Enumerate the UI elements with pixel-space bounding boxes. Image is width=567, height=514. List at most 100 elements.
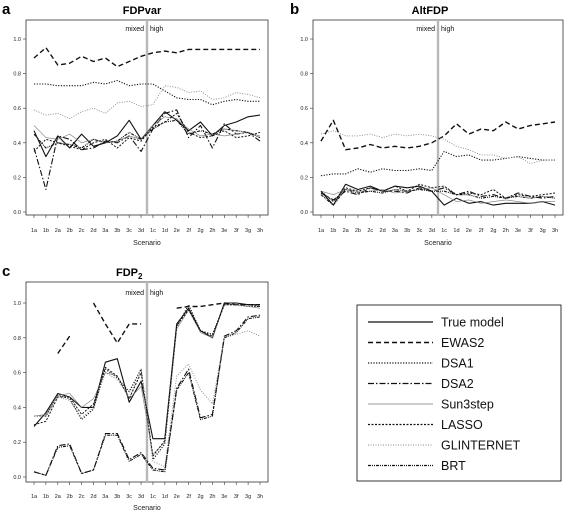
panel-c-y-tick-label: 0.2: [13, 440, 21, 446]
panel-a-x-tick-label-2d: 2d: [90, 228, 96, 234]
panel-b-x-tick-label-1a: 1a: [318, 228, 325, 234]
panel-c-x-tick-label-3f: 3f: [234, 494, 239, 500]
panel-c-x-tick-label-2d: 2d: [90, 494, 96, 500]
panel-c-y-tick-label: 0.4: [13, 405, 21, 411]
panel-letter-c: c: [2, 263, 10, 280]
panel-c-y-tick-label: 0.0: [13, 475, 21, 481]
panel-b-x-tick-label-3f: 3f: [528, 228, 533, 234]
panel-c-title-main: FDP: [116, 267, 138, 279]
panel-c-x-tick-label-2e: 2e: [174, 494, 180, 500]
panel-letter-b: b: [290, 1, 299, 18]
panel-c-x-tick-label-2c: 2c: [79, 494, 85, 500]
panel-a-x-tick-label-3b: 3b: [114, 228, 120, 234]
panel-b-series-true-model: [320, 183, 556, 206]
panel-a-x-tick-label-1b: 1b: [43, 228, 49, 234]
panel-b-series-ewas2: [320, 119, 556, 151]
panel-a-x-tick-label-2a: 2a: [55, 228, 62, 234]
panel-c-high-label: high: [150, 290, 163, 297]
panel-c-x-tick-label-1c: 1c: [150, 494, 156, 500]
panel-b-y-tick-label: 0.8: [300, 72, 308, 78]
panel-c-x-tick-label-3h: 3h: [257, 494, 263, 500]
panel-b-x-axis-label: Scenario: [424, 240, 452, 247]
panel-a-fdpvar: a FDPvar 0.0 0.2 0.4 0.6 0.8 1.0 1a 1b 2a 2b 2c 2d…: [2, 1, 269, 247]
panel-b-x-tick-label-1c: 1c: [441, 228, 447, 234]
panel-a-x-tick-label-3g: 3g: [245, 228, 251, 234]
panel-c-x-tick-label-2b: 2b: [67, 494, 73, 500]
panel-a-y-tick-label: 0.4: [13, 141, 21, 147]
legend-label-brt: BRT: [441, 459, 466, 473]
legend-label-true-model: True model: [441, 316, 504, 330]
panel-b-y-axis: 0.0 0.2 0.4 0.6 0.8 1.0: [300, 37, 313, 216]
panel-b-y-tick-label: 1.0: [300, 37, 308, 43]
panel-a-series-sun3step: [33, 116, 261, 144]
panel-c-x-tick-label-1a: 1a: [31, 494, 38, 500]
panel-b-series-dsa1: [320, 150, 555, 177]
panel-a-x-tick-label-2c: 2c: [79, 228, 85, 234]
panel-a-series: [33, 47, 261, 191]
panel-b-x-tick-label-2f: 2f: [479, 228, 484, 234]
panel-b-x-tick-label-2c: 2c: [367, 228, 373, 234]
panel-a-x-tick-label-3c: 3c: [126, 228, 132, 234]
panel-b-title: AltFDP: [412, 5, 449, 17]
panel-c-series-ewas2: [57, 302, 260, 354]
panel-a-x-axis: 1a 1b 2a 2b 2c 2d 3a 3b 3c 3d 1c 1d 2e 2f 2g 2h 3e 3f 3g 3h: [31, 215, 263, 234]
panel-a-series-brt: [33, 119, 261, 149]
panel-c-series-dsa2: [33, 314, 261, 476]
panel-b-x-tick-label-2g: 2g: [490, 228, 496, 234]
panel-a-x-tick-label-2g: 2g: [197, 228, 203, 234]
panel-a-mixed-label: mixed: [125, 26, 144, 33]
panel-c-y-tick-label: 0.8: [13, 336, 21, 342]
panel-c-series-brt: [33, 316, 261, 476]
panel-letter-a: a: [2, 1, 11, 18]
panel-c-y-axis: 0.0 0.2 0.4 0.6 0.8 1.0: [13, 301, 26, 481]
legend-label-dsa1: DSA1: [441, 357, 474, 371]
panel-c-x-tick-label-2g: 2g: [197, 494, 203, 500]
panel-b-x-tick-label-2e: 2e: [466, 228, 472, 234]
panel-b-y-tick-label: 0.6: [300, 106, 308, 112]
panel-b-series: [320, 119, 556, 206]
panel-b-series-glinternet: [320, 130, 555, 165]
panel-c-x-axis-label: Scenario: [133, 505, 161, 512]
panel-c-x-tick-label-3b: 3b: [114, 494, 120, 500]
legend-label-ewas2: EWAS2: [441, 336, 484, 350]
panel-b-x-tick-label-1b: 1b: [330, 228, 336, 234]
panel-b-altfdp: b AltFDP 0.0 0.2 0.4 0.6 0.8 1.0 1a 1b 2a 2b 2c 2d…: [290, 1, 564, 247]
panel-a-series-glinternet: [33, 85, 261, 120]
panel-a-x-tick-label-2f: 2f: [186, 228, 191, 234]
legend-label-glinternet: GLINTERNET: [441, 439, 521, 453]
panel-a-y-axis: 0.0 0.2 0.4 0.6 0.8 1.0: [13, 37, 26, 216]
legend-frame: [356, 304, 562, 482]
panel-c-series-dsa1: [34, 304, 260, 461]
panel-a-title: FDPvar: [123, 5, 162, 17]
panel-c-x-axis: 1a 1b 2a 2b 2c 2d 3a 3b 3c 3d 1c 1d 2e 2f 2g 2h 3e 3f 3g 3h: [31, 482, 263, 500]
legend-label-dsa2: DSA2: [441, 377, 474, 391]
panel-b-x-tick-label-1d: 1d: [453, 228, 459, 234]
panel-a-high-label: high: [150, 26, 163, 33]
panel-c-x-tick-label-3e: 3e: [221, 494, 227, 500]
panel-a-x-tick-label-3a: 3a: [102, 228, 109, 234]
panel-a-x-tick-label-2h: 2h: [209, 228, 215, 234]
panel-b-x-tick-label-3d: 3d: [429, 228, 435, 234]
panel-b-y-tick-label: 0.2: [300, 175, 308, 181]
panel-b-series-brt: [320, 188, 556, 206]
panel-b-x-tick-label-3e: 3e: [515, 228, 521, 234]
panel-c-x-tick-label-3d: 3d: [138, 494, 144, 500]
panel-c-x-tick-label-2h: 2h: [209, 494, 215, 500]
panel-a-x-tick-label-2b: 2b: [67, 228, 73, 234]
panel-a-series-dsa2: [33, 109, 261, 191]
panel-b-y-tick-label: 0.0: [300, 210, 308, 216]
panel-b-mixed-label: mixed: [416, 26, 435, 33]
panel-a-y-tick-label: 0.0: [13, 210, 21, 216]
panel-a-x-tick-label-3e: 3e: [221, 228, 227, 234]
panel-b-x-tick-label-2d: 2d: [380, 228, 386, 234]
panel-a-series-lasso: [33, 112, 261, 152]
legend: True model EWAS2 DSA1 DSA2 Sun3step LASSO GLIN…: [356, 304, 562, 482]
panel-b-x-tick-label-3c: 3c: [417, 228, 423, 234]
panel-c-title-subscript: 2: [138, 272, 143, 281]
panel-b-x-tick-label-2a: 2a: [343, 228, 350, 234]
panel-a-series-ewas2: [33, 47, 260, 68]
panel-b-series-lasso: [320, 183, 556, 203]
panel-a-x-tick-label-3h: 3h: [257, 228, 263, 234]
panel-a-y-tick-label: 0.6: [13, 106, 21, 112]
